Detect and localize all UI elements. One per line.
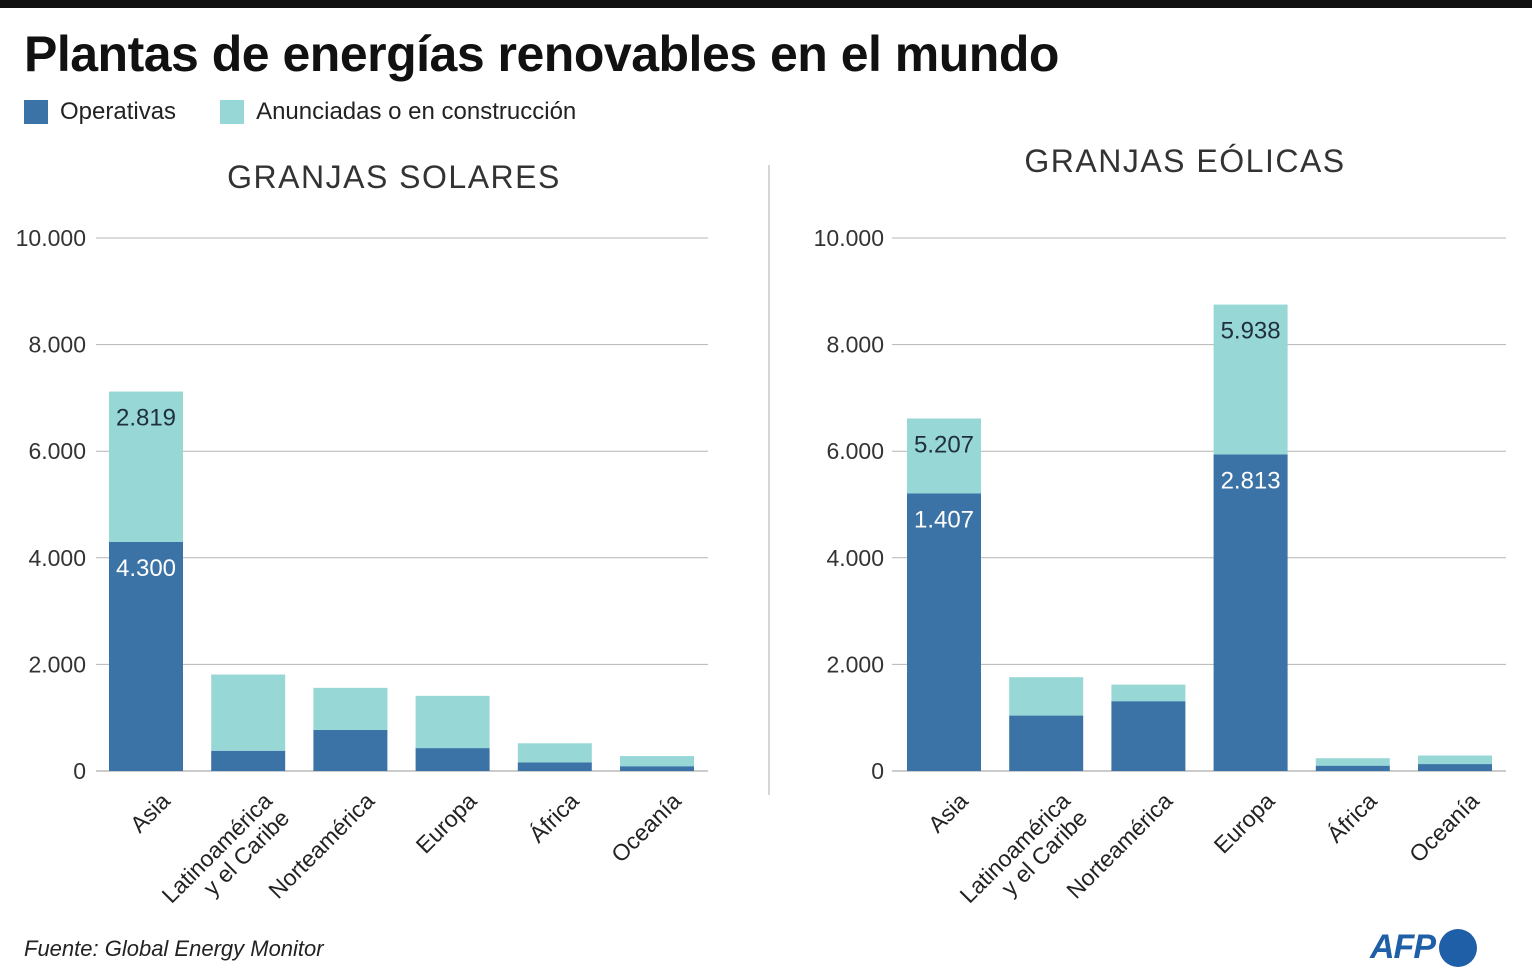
panel-1-x-label-norteamerica: Norteamérica [263,787,379,903]
panel-2-data-label: 2.813 [1221,468,1281,495]
panel-1-bar-africa-operativas [517,762,592,771]
panel-1-x-label-latinoamerica: Latinoaméricay el Caribe [157,787,295,925]
panel-2-bar-norteamerica-anunciadas [1111,684,1186,702]
panel-2-x-label-africa: África [1322,787,1382,847]
legend-label-anunciadas: Anunciadas o en construcción [256,98,577,125]
source-note: Fuente: Global Energy Monitor [24,936,324,961]
legend-label-operativas: Operativas [60,98,177,125]
legend-swatch-anunciadas [220,100,245,124]
legend: Operativas Anunciadas o en construcción [24,96,620,128]
panel-2-y-tick-label: 4.000 [826,545,884,571]
panel-2-x-label-oceania: Oceanía [1404,787,1484,867]
panel-2-bar-oceania-operativas [1418,764,1492,771]
panel-1-x-label-europa: Europa [411,787,482,858]
legend-swatch-operativas [24,100,48,124]
panel-2-bar-africa-anunciadas [1315,758,1390,766]
panel-2-y-tick-label: 6.000 [826,438,884,464]
panel-2-y-tick-label: 0 [871,758,884,784]
panel-1-x-label-asia: Asia [125,787,175,837]
panel-2-bar-europa-anunciadas [1213,304,1288,455]
legend-item-anunciadas: Anunciadas o en construcción [220,98,576,126]
panel-2-x-label-norteamerica: Norteamérica [1061,787,1177,903]
panel-1-bar-asia-anunciadas [109,391,183,542]
panel-2-bar-africa-operativas [1315,765,1390,771]
panel-1-data-label: 2.819 [116,405,176,432]
panel-1-bar-latinoamerica-anunciadas [211,674,286,751]
top-rule [0,0,1532,8]
panel-1-data-label: 4.300 [116,555,176,582]
panel-1-y-tick-label: 4.000 [28,545,86,571]
panel-1-title: GRANJAS SOLARES [227,159,561,195]
panel-1-bar-norteamerica-anunciadas [313,687,388,730]
panel-2-x-label-europa: Europa [1209,787,1280,858]
legend-item-operativas: Operativas [24,98,176,126]
panel-1-bar-oceania-operativas [620,766,694,771]
panel-1-bar-europa-operativas [415,748,490,771]
panel-2-bar-asia-anunciadas [907,418,981,494]
panel-2-data-label: 1.407 [914,506,974,533]
chart-title: Plantas de energías renovables en el mun… [24,26,1059,82]
panel-1-y-tick-label: 2.000 [28,651,86,677]
afp-logo-text: AFP [1370,928,1436,966]
panel-1-y-tick-label: 6.000 [28,438,86,464]
panel-2-x-label-asia: Asia [923,787,973,837]
panel-1-bar-latinoamerica-operativas [211,750,286,771]
panel-2-bar-latinoamerica-operativas [1009,715,1084,771]
panel-2-data-label: 5.207 [914,431,974,458]
panel-2-bar-asia-operativas [907,493,981,771]
panel-2-x-label-latinoamerica: Latinoaméricay el Caribe [955,787,1093,925]
panel-1-bar-asia-operativas [109,541,183,771]
panel-1-x-label-oceania: Oceanía [606,787,686,867]
panel-2-bar-europa-operativas [1213,454,1288,771]
panel-1-y-tick-label: 10.000 [16,225,86,251]
afp-logo-dot [1439,928,1477,967]
panel-2-y-tick-label: 8.000 [826,332,884,358]
panel-2-title: GRANJAS EÓLICAS [1024,143,1345,179]
afp-logo: AFP [1370,928,1477,967]
panel-1-y-tick-label: 8.000 [28,332,86,358]
panel-1-y-tick-label: 0 [73,758,86,784]
panel-2-bar-norteamerica-operativas [1111,701,1186,771]
panel-2-bar-oceania-anunciadas [1418,755,1492,765]
panel-2-bar-latinoamerica-anunciadas [1009,677,1084,716]
panel-2-y-tick-label: 2.000 [826,651,884,677]
panel-1-bar-oceania-anunciadas [620,756,694,767]
panel-2-data-label: 5.938 [1221,318,1281,345]
panel-1-bar-africa-anunciadas [517,743,592,763]
panel-1-bar-norteamerica-operativas [313,729,388,771]
panel-2-y-tick-label: 10.000 [814,225,884,251]
panel-1-bar-europa-anunciadas [415,695,490,749]
panel-1-x-label-africa: África [524,787,584,847]
